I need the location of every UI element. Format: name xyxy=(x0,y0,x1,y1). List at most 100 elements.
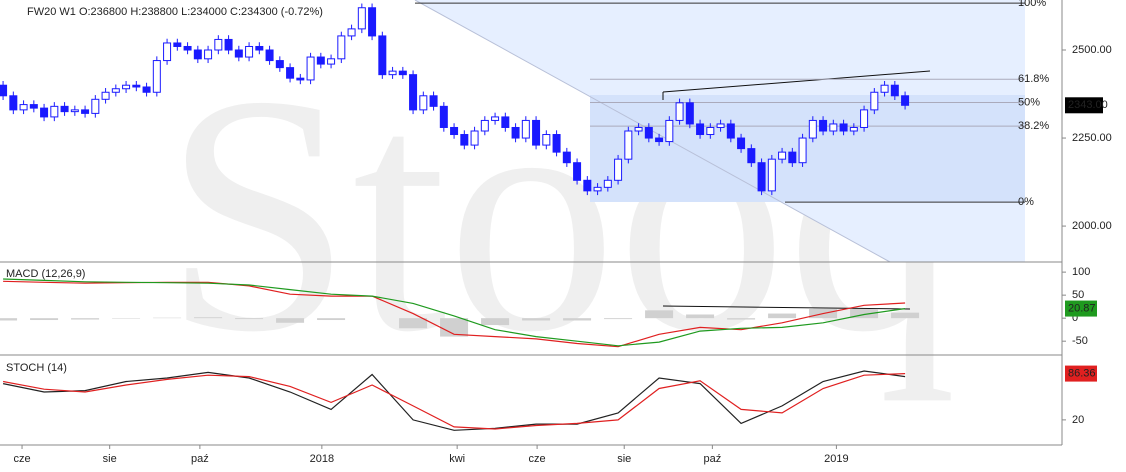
x-tick-label: sie xyxy=(617,453,631,465)
fib-label: 0% xyxy=(1018,196,1034,208)
candle-body xyxy=(378,35,387,76)
candle-body xyxy=(706,126,715,136)
macd-histogram-bar xyxy=(604,318,633,320)
candle-body xyxy=(368,7,377,37)
macd-histogram-bar xyxy=(440,318,469,337)
x-tick-label: paź xyxy=(191,453,209,465)
candle-body xyxy=(624,130,633,160)
candle-body xyxy=(234,49,243,58)
macd-histogram-bar xyxy=(686,314,715,319)
indicator-line xyxy=(2,373,906,430)
candle-body xyxy=(409,74,418,111)
candle-body xyxy=(224,38,233,51)
candle-body xyxy=(122,84,131,90)
candle-body xyxy=(798,137,807,164)
macd-histogram-bar xyxy=(399,318,428,329)
candle-body xyxy=(696,123,705,136)
macd-histogram-bar xyxy=(194,317,223,319)
candle-body xyxy=(655,137,664,143)
candle-body xyxy=(357,7,366,30)
candle-body xyxy=(327,58,336,65)
candle-body xyxy=(716,123,725,128)
last-price-label: 2343.00 xyxy=(1068,99,1108,111)
panel-title: STOCH (14) xyxy=(6,362,67,374)
candle-body xyxy=(573,162,582,181)
candle-body xyxy=(388,70,397,76)
candle-body xyxy=(829,123,838,132)
candle-body xyxy=(788,151,797,164)
candle-body xyxy=(419,95,428,111)
indicator-line xyxy=(3,278,906,347)
candle-body xyxy=(255,45,264,51)
panel-title: MACD (12,26,9) xyxy=(6,268,85,280)
candle-body xyxy=(470,130,479,146)
candle-body xyxy=(101,91,110,100)
candle-body xyxy=(142,86,151,93)
header: FW20 W1 O:236800 H:238800 L:234000 C:234… xyxy=(27,6,323,18)
candle-body xyxy=(245,45,254,58)
last-value-box xyxy=(1065,365,1097,382)
candle-body xyxy=(593,186,602,192)
y-tick-label: 100 xyxy=(1072,266,1090,278)
candle-body xyxy=(634,126,643,132)
candle-body xyxy=(603,179,612,188)
candle-body xyxy=(480,119,489,132)
candle-body xyxy=(439,105,448,128)
candle-body xyxy=(306,56,315,81)
y-tick-label: 2000.00 xyxy=(1072,220,1112,232)
y-tick-label: 0 xyxy=(1072,312,1078,324)
y-tick-label: 50 xyxy=(1072,289,1084,301)
macd-histogram-bar xyxy=(481,318,510,326)
macd-histogram-bar xyxy=(317,318,346,321)
candle-body xyxy=(132,84,141,88)
candle-body xyxy=(296,77,305,81)
candle-body xyxy=(450,126,459,136)
macd-histogram-bar xyxy=(563,318,592,321)
candle-body xyxy=(675,102,684,121)
candle-body xyxy=(644,126,653,139)
candle-body xyxy=(726,123,735,139)
candle-body xyxy=(429,95,438,107)
candle-body xyxy=(275,60,284,69)
macd-histogram-bar xyxy=(71,318,100,320)
candle-body xyxy=(173,42,182,47)
candle-body xyxy=(532,119,541,146)
candle-body xyxy=(901,95,910,106)
macd-histogram-bar xyxy=(645,310,674,319)
candle-body xyxy=(398,70,407,76)
candle-body xyxy=(839,123,848,132)
candle-body xyxy=(40,107,49,118)
candle-body xyxy=(665,119,674,143)
candle-body xyxy=(316,56,325,65)
candle-body xyxy=(163,42,172,62)
fib-label: 50% xyxy=(1018,96,1040,108)
x-tick-label: cze xyxy=(529,453,546,465)
macd-histogram-bar xyxy=(235,318,264,320)
candle-body xyxy=(542,134,551,146)
candle-body xyxy=(614,158,623,181)
last-value-label: 20.87 xyxy=(1068,302,1096,314)
fib-label: 100% xyxy=(1018,0,1046,9)
candle-body xyxy=(81,109,90,114)
candle-body xyxy=(91,98,100,114)
candle-body xyxy=(757,162,766,192)
fib-label: 61.8% xyxy=(1018,73,1049,85)
candle-body xyxy=(193,49,202,60)
macd-histogram-bar xyxy=(727,318,756,320)
candle-body xyxy=(870,91,879,111)
macd-histogram-bar xyxy=(522,318,551,321)
macd-histogram-bar xyxy=(850,308,879,319)
x-tick-label: sie xyxy=(103,453,117,465)
macd-histogram-bar xyxy=(768,313,797,319)
candle-body xyxy=(562,151,571,164)
last-value-box xyxy=(1065,300,1097,317)
macd-trend-line xyxy=(662,305,911,310)
candle-body xyxy=(460,134,469,146)
candle-body xyxy=(737,137,746,150)
macd-histogram-bar xyxy=(30,318,59,321)
macd-histogram-bar xyxy=(891,312,920,319)
fib-label: 38.2% xyxy=(1018,120,1049,132)
candle-body xyxy=(70,109,79,113)
x-tick-label: kwi xyxy=(449,453,465,465)
